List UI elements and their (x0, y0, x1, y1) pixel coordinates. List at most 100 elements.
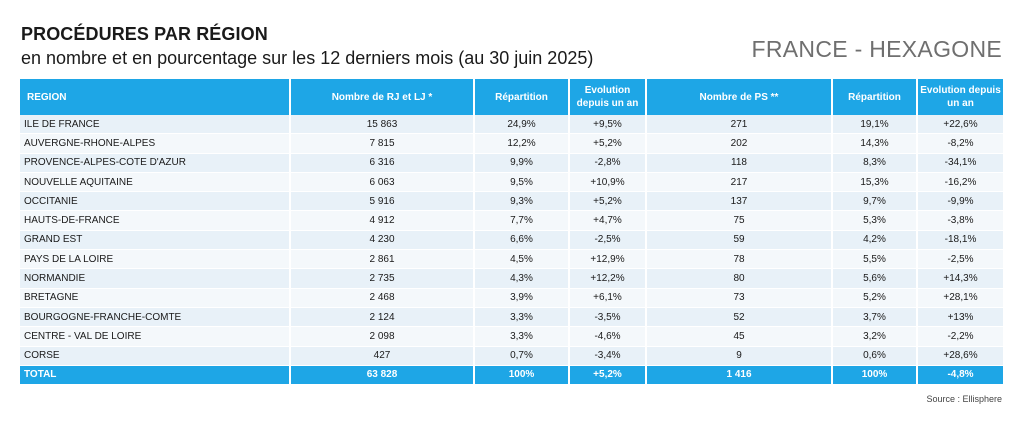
ps-evolution-cell: -9,9% (918, 192, 1003, 212)
ps-count-cell: 271 (647, 115, 833, 135)
region-cell: OCCITANIE (20, 192, 291, 212)
rj-repartition-cell: 3,9% (475, 288, 570, 308)
ps-repartition-cell: 19,1% (833, 115, 918, 135)
rj-evolution-cell: +9,5% (570, 115, 647, 135)
rj-evolution-cell: -3,4% (570, 346, 647, 366)
rj-repartition-cell: 7,7% (475, 211, 570, 231)
ps-evolution-cell: +22,6% (918, 115, 1003, 135)
ps-repartition-cell: 4,2% (833, 230, 918, 251)
column-header-region: REGION (20, 79, 291, 115)
rj-lj-count-cell: 6 316 (291, 153, 475, 173)
ps-count-cell: 45 (647, 327, 833, 347)
ps-count-cell: 75 (647, 211, 833, 231)
ps-evolution-cell: -34,1% (918, 153, 1003, 173)
rj-lj-count-cell: 2 124 (291, 307, 475, 328)
total-row: TOTAL 63 828 100% +5,2% 1 416 100% -4,8% (20, 365, 1003, 385)
table-row: BRETAGNE 2 468 3,9% +6,1% 73 5,2% +28,1% (20, 288, 1003, 308)
table-row: PAYS DE LA LOIRE 2 861 4,5% +12,9% 78 5,5% -2,… (20, 250, 1003, 270)
rj-evolution-cell: +12,9% (570, 250, 647, 270)
rj-evolution-cell: +4,7% (570, 211, 647, 231)
ps-count-cell: 137 (647, 192, 833, 212)
ps-evolution-cell: -16,2% (918, 172, 1003, 193)
ps-repartition-cell: 5,2% (833, 288, 918, 308)
total-rj-evolution-cell: +5,2% (570, 365, 647, 385)
region-cell: BRETAGNE (20, 288, 291, 308)
total-ps-count-cell: 1 416 (647, 365, 833, 385)
ps-repartition-cell: 3,2% (833, 327, 918, 347)
rj-evolution-cell: +10,9% (570, 172, 647, 193)
rj-evolution-cell: +6,1% (570, 288, 647, 308)
ps-count-cell: 9 (647, 346, 833, 366)
column-header-evolution-rj: Evolution depuis un an (570, 79, 647, 115)
total-rj-lj-count-cell: 63 828 (291, 365, 475, 385)
total-region-cell: TOTAL (20, 365, 291, 385)
rj-evolution-cell: -3,5% (570, 307, 647, 328)
ps-repartition-cell: 0,6% (833, 346, 918, 366)
rj-repartition-cell: 4,5% (475, 250, 570, 270)
rj-evolution-cell: -2,5% (570, 230, 647, 251)
ps-repartition-cell: 3,7% (833, 307, 918, 328)
table-row: CENTRE - VAL DE LOIRE 2 098 3,3% -4,6% 45 3,2… (20, 327, 1003, 347)
region-cell: NOUVELLE AQUITAINE (20, 172, 291, 193)
column-header-evolution-ps: Evolution depuis un an (918, 79, 1003, 115)
rj-evolution-cell: -2,8% (570, 153, 647, 173)
column-header-ps: Nombre de PS ** (647, 79, 833, 115)
region-cell: CORSE (20, 346, 291, 366)
rj-repartition-cell: 24,9% (475, 115, 570, 135)
column-header-repartition-ps: Répartition (833, 79, 918, 115)
column-header-rj-lj: Nombre de RJ et LJ * (291, 79, 475, 115)
source-note: Source : Ellisphere (926, 394, 1002, 404)
rj-repartition-cell: 3,3% (475, 327, 570, 347)
rj-repartition-cell: 9,5% (475, 172, 570, 193)
ps-repartition-cell: 9,7% (833, 192, 918, 212)
ps-count-cell: 78 (647, 250, 833, 270)
ps-evolution-cell: +28,1% (918, 288, 1003, 308)
page-title: PROCÉDURES PAR RÉGION (21, 24, 268, 44)
table-header-row: REGION Nombre de RJ et LJ * Répartition … (20, 79, 1003, 115)
ps-count-cell: 73 (647, 288, 833, 308)
ps-count-cell: 59 (647, 230, 833, 251)
rj-repartition-cell: 9,3% (475, 192, 570, 212)
ps-evolution-cell: +28,6% (918, 346, 1003, 366)
rj-repartition-cell: 4,3% (475, 269, 570, 289)
rj-lj-count-cell: 5 916 (291, 192, 475, 212)
rj-evolution-cell: +5,2% (570, 192, 647, 212)
rj-repartition-cell: 9,9% (475, 153, 570, 173)
table-row: BOURGOGNE-FRANCHE-COMTE 2 124 3,3% -3,5% 52 3… (20, 307, 1003, 328)
ps-evolution-cell: -2,5% (918, 250, 1003, 270)
ps-repartition-cell: 5,3% (833, 211, 918, 231)
rj-lj-count-cell: 2 735 (291, 269, 475, 289)
region-cell: NORMANDIE (20, 269, 291, 289)
table-row: ILE DE FRANCE 15 863 24,9% +9,5% 271 19,1% +22… (20, 115, 1003, 135)
total-ps-repartition-cell: 100% (833, 365, 918, 385)
region-cell: HAUTS-DE-FRANCE (20, 211, 291, 231)
table-row: CORSE 427 0,7% -3,4% 9 0,6% +28,6% (20, 346, 1003, 366)
page-subtitle: en nombre et en pourcentage sur les 12 d… (21, 48, 594, 68)
table-row: HAUTS-DE-FRANCE 4 912 7,7% +4,7% 75 5,3% -3,8% (20, 211, 1003, 231)
ps-evolution-cell: -2,2% (918, 327, 1003, 347)
total-rj-repartition-cell: 100% (475, 365, 570, 385)
table-row: NORMANDIE 2 735 4,3% +12,2% 80 5,6% +14,3% (20, 269, 1003, 289)
ps-evolution-cell: -8,2% (918, 134, 1003, 154)
region-cell: AUVERGNE-RHONE-ALPES (20, 134, 291, 154)
rj-lj-count-cell: 7 815 (291, 134, 475, 154)
ps-count-cell: 52 (647, 307, 833, 328)
rj-repartition-cell: 6,6% (475, 230, 570, 251)
ps-evolution-cell: +14,3% (918, 269, 1003, 289)
rj-lj-count-cell: 4 912 (291, 211, 475, 231)
ps-repartition-cell: 5,6% (833, 269, 918, 289)
ps-repartition-cell: 8,3% (833, 153, 918, 173)
rj-repartition-cell: 0,7% (475, 346, 570, 366)
region-cell: PROVENCE-ALPES-COTE D'AZUR (20, 153, 291, 173)
table-row: PROVENCE-ALPES-COTE D'AZUR 6 316 9,9% -2,8%… (20, 153, 1003, 173)
ps-repartition-cell: 14,3% (833, 134, 918, 154)
rj-lj-count-cell: 2 468 (291, 288, 475, 308)
ps-repartition-cell: 5,5% (833, 250, 918, 270)
rj-lj-count-cell: 4 230 (291, 230, 475, 251)
region-cell: GRAND EST (20, 230, 291, 251)
ps-count-cell: 217 (647, 172, 833, 193)
rj-repartition-cell: 12,2% (475, 134, 570, 154)
ps-evolution-cell: +13% (918, 307, 1003, 328)
rj-lj-count-cell: 427 (291, 346, 475, 366)
rj-evolution-cell: -4,6% (570, 327, 647, 347)
